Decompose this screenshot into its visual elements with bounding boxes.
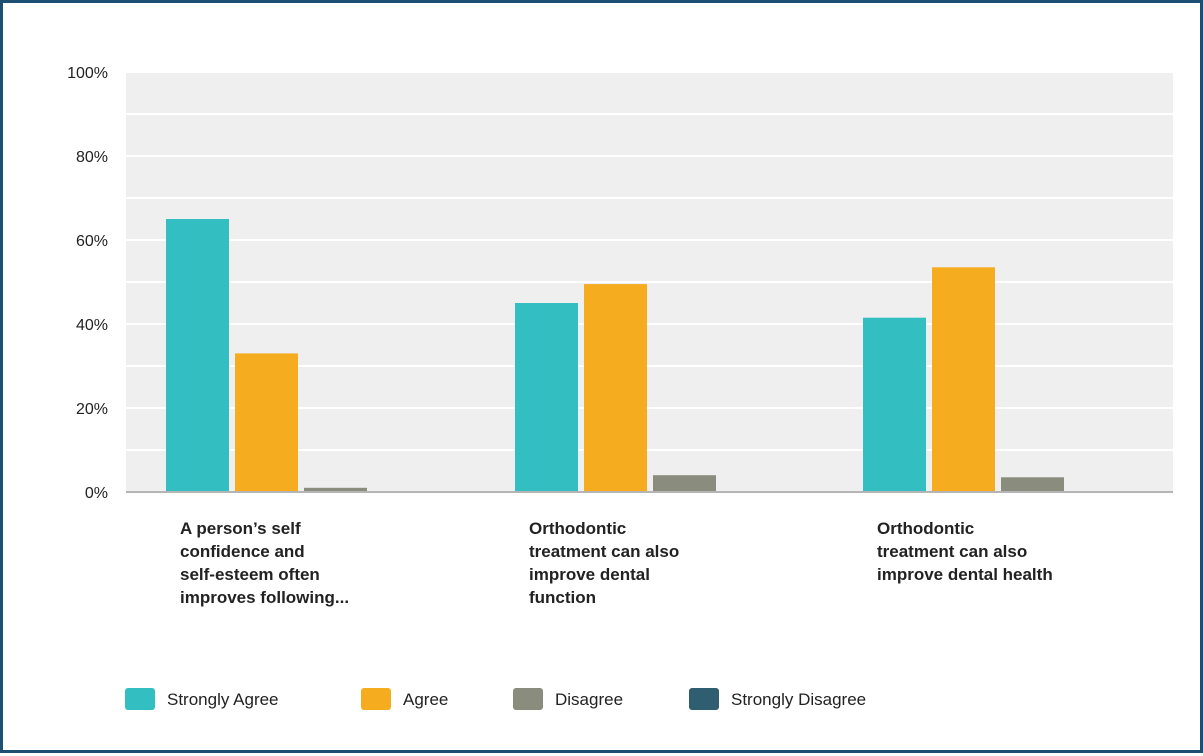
- legend-swatch: [361, 688, 391, 710]
- legend-swatch: [513, 688, 543, 710]
- legend-label: Disagree: [555, 690, 623, 709]
- legend-item-strongly-disagree: Strongly Disagree: [689, 688, 866, 710]
- gridlines: [126, 71, 1173, 451]
- bar-strongly-agree: [166, 219, 229, 492]
- category-label: Orthodontic treatment can also improve den…: [529, 519, 679, 607]
- bar-strongly-agree: [863, 317, 926, 492]
- legend-swatch: [689, 688, 719, 710]
- category-labels: A person’s self confidence and self-esteem…: [180, 519, 1053, 607]
- legend-item-strongly-agree: Strongly Agree: [125, 688, 279, 710]
- y-tick-label: 40%: [76, 317, 108, 334]
- y-tick-label: 60%: [76, 233, 108, 250]
- bar-agree: [932, 267, 995, 492]
- legend-label: Strongly Disagree: [731, 690, 866, 709]
- y-axis-ticks: 0% 20% 40% 60% 80% 100%: [67, 65, 108, 502]
- bars: [166, 219, 1064, 492]
- bar-disagree: [1001, 477, 1064, 492]
- y-tick-label: 20%: [76, 401, 108, 418]
- category-label: A person’s self confidence and self-esteem…: [180, 519, 349, 607]
- y-tick-label: 80%: [76, 149, 108, 166]
- bar-chart: 0% 20% 40% 60% 80% 100% A person’s self confid…: [67, 65, 1173, 710]
- legend-item-disagree: Disagree: [513, 688, 623, 710]
- legend-label: Agree: [403, 690, 448, 709]
- bar-disagree: [304, 487, 367, 492]
- category-label: Orthodontic treatment can also improve den…: [877, 519, 1053, 584]
- bar-agree: [235, 353, 298, 492]
- legend-label: Strongly Agree: [167, 690, 279, 709]
- legend-swatch: [125, 688, 155, 710]
- legend: Strongly Agree Agree Disagree Strongly Disa…: [125, 688, 866, 710]
- bar-agree: [584, 284, 647, 492]
- bar-strongly-agree: [515, 303, 578, 492]
- legend-item-agree: Agree: [361, 688, 448, 710]
- y-tick-label: 100%: [67, 65, 108, 82]
- y-tick-label: 0%: [85, 485, 108, 502]
- bar-disagree: [653, 475, 716, 492]
